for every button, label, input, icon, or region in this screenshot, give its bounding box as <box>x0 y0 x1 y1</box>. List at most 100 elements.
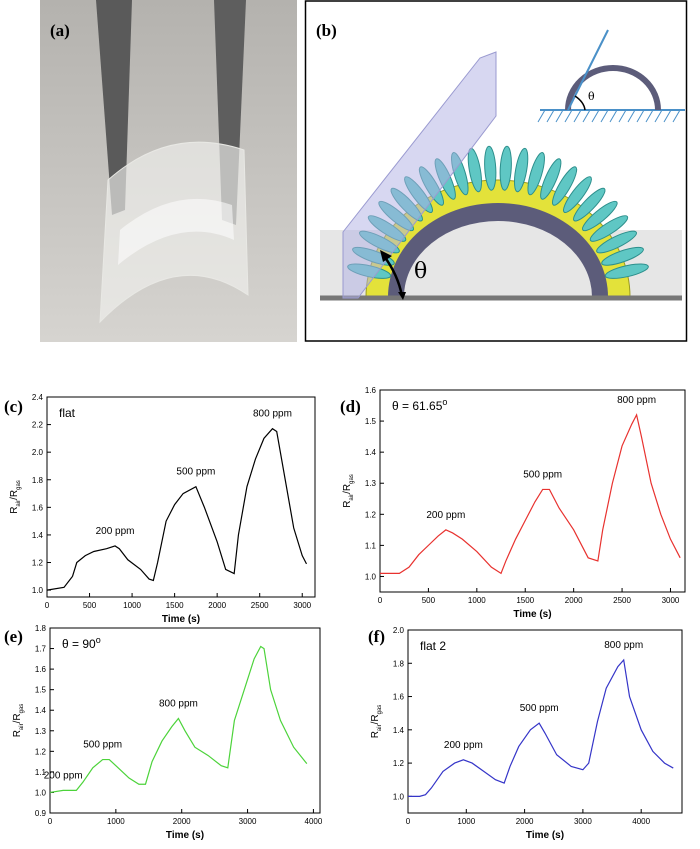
x-tick-label: 2000 <box>565 596 583 605</box>
y-axis-label-part: gas <box>16 480 22 490</box>
nanorod <box>581 200 618 232</box>
y-tick-label: 1.1 <box>365 541 377 550</box>
plot-frame <box>49 627 321 814</box>
x-tick-label: 2000 <box>516 817 534 826</box>
y-tick-label: 1.4 <box>365 448 377 457</box>
y-axis-label-part: /R <box>342 484 353 494</box>
annotation: 200 ppm <box>96 526 135 537</box>
x-tick-label: 2500 <box>251 601 269 610</box>
y-tick-label: 1.4 <box>35 706 47 715</box>
y-tick-label: 1.6 <box>393 693 405 702</box>
y-axis-label: Rair/Rgas <box>342 474 355 508</box>
x-tick-label: 3000 <box>239 817 257 826</box>
y-tick-label: 0.9 <box>35 809 47 818</box>
x-tick-label: 2500 <box>613 596 631 605</box>
nanorod <box>484 145 497 191</box>
nanorod <box>540 158 562 200</box>
curve-label: θ = 61.65o <box>392 397 447 413</box>
curve-label-part: flat <box>59 406 76 420</box>
panel-label: (e) <box>4 627 23 646</box>
y-axis-label: Rair/Rgas <box>9 480 22 514</box>
y-tick-label: 2.2 <box>32 421 44 430</box>
panel-label: (d) <box>340 397 361 416</box>
data-line <box>380 413 681 575</box>
curve-label-part: flat 2 <box>420 639 446 653</box>
tweezer <box>96 0 132 215</box>
panel-label: (f) <box>368 627 385 646</box>
x-tick-label: 4000 <box>632 817 650 826</box>
y-tick-label: 1.4 <box>32 531 44 540</box>
x-axis-label: Time (s) <box>166 830 204 841</box>
x-tick-label: 3000 <box>662 596 680 605</box>
x-tick-label: 1000 <box>457 817 475 826</box>
annotation: 800 ppm <box>617 395 656 406</box>
y-tick-label: 1.5 <box>365 417 377 426</box>
curve-label-part: θ = 61.65 <box>392 399 443 413</box>
x-tick-label: 3000 <box>574 817 592 826</box>
data-line <box>46 427 308 591</box>
curve-label: flat 2 <box>420 639 446 653</box>
x-tick-label: 2000 <box>208 601 226 610</box>
y-axis-label-part: gas <box>349 474 355 484</box>
curve-label: flat <box>59 406 76 420</box>
charts: (c) 0 500 1000 1500 2000 2500 3000 1.0 1.2 1.4 1.6 1… <box>4 386 686 841</box>
plot-frame <box>379 389 686 593</box>
nanorod <box>499 145 512 191</box>
annotation: 200 ppm <box>444 740 483 751</box>
y-tick-label: 1.3 <box>365 479 377 488</box>
inset-hatch <box>537 109 681 123</box>
curve-label-part: o <box>96 635 101 645</box>
arrow-head <box>380 250 392 262</box>
x-tick-label: 1000 <box>107 817 125 826</box>
x-tick-label: 500 <box>83 601 97 610</box>
arrow-head <box>398 292 406 300</box>
y-tick-label: 1.6 <box>35 665 47 674</box>
y-tick-label: 1.0 <box>393 792 405 801</box>
y-tick-label: 1.5 <box>35 686 47 695</box>
inset-arch <box>565 65 661 111</box>
nanorod <box>563 176 592 213</box>
nanorod <box>573 187 606 222</box>
y-tick-label: 1.2 <box>365 510 377 519</box>
y-tick-label: 1.3 <box>35 727 47 736</box>
y-tick-label: 1.2 <box>32 559 44 568</box>
nanorod <box>552 166 578 206</box>
y-axis-label-part: air <box>377 724 383 731</box>
nanorod <box>589 215 629 242</box>
panel-label: (c) <box>4 397 23 416</box>
annotation: 800 ppm <box>604 640 643 651</box>
x-tick-label: 0 <box>378 596 383 605</box>
y-tick-label: 1.2 <box>393 759 405 768</box>
nanorod <box>513 147 529 193</box>
annotation: 800 ppm <box>253 409 292 420</box>
photo: (a) <box>40 0 297 342</box>
inset-angle <box>574 95 586 111</box>
nanorod <box>527 152 545 196</box>
y-tick-label: 1.6 <box>365 386 377 395</box>
y-tick-label: 1.4 <box>393 726 405 735</box>
curve-label: θ = 90o <box>62 635 101 651</box>
panel-label: (a) <box>50 21 70 40</box>
y-axis-label: Rair/Rgas <box>12 704 25 738</box>
x-tick-label: 2000 <box>173 817 191 826</box>
y-tick-label: 2.4 <box>32 393 44 402</box>
x-axis-label: Time (s) <box>162 614 200 625</box>
y-axis-label-part: gas <box>377 705 383 715</box>
x-axis-label: Time (s) <box>513 609 551 620</box>
y-axis-label-part: air <box>349 494 355 501</box>
annotation: 200 ppm <box>44 770 83 781</box>
y-tick-label: 1.6 <box>32 503 44 512</box>
y-tick-label: 1.0 <box>35 788 47 797</box>
annotation: 800 ppm <box>159 698 198 709</box>
annotation: 500 ppm <box>83 740 122 751</box>
annotation: 500 ppm <box>523 469 562 480</box>
annotation: 500 ppm <box>176 467 215 478</box>
x-tick-label: 1000 <box>123 601 141 610</box>
y-axis-label-part: /R <box>9 490 20 500</box>
data-line <box>408 658 674 797</box>
y-axis-label-part: R <box>370 731 381 738</box>
panel-label: (b) <box>316 21 337 40</box>
annotation: 200 ppm <box>426 510 465 521</box>
